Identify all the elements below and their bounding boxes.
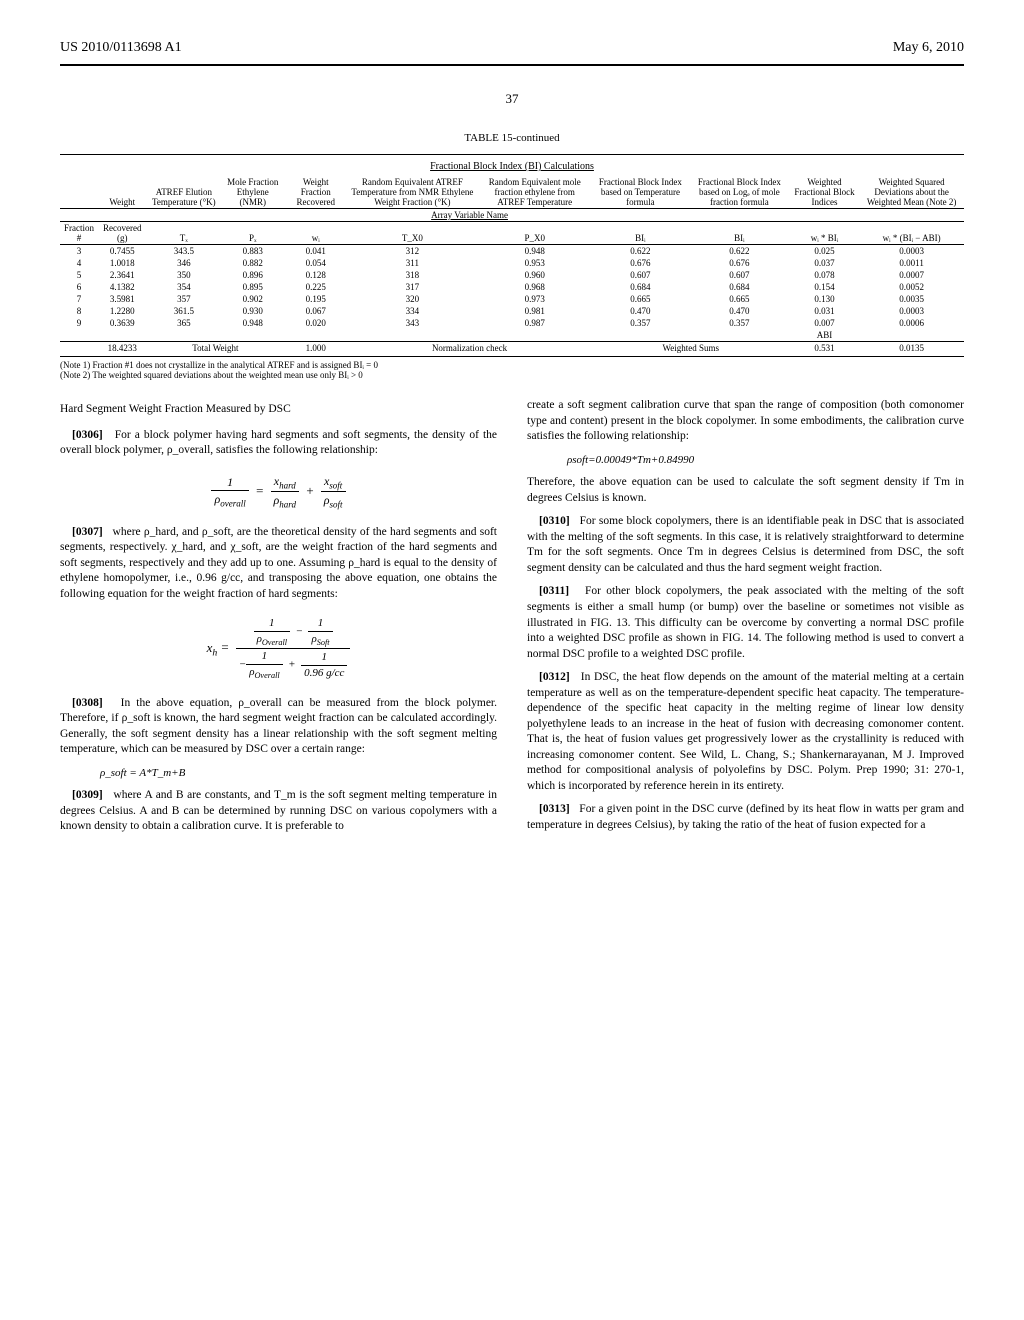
table-footer: 18.4233 Total Weight 1.000 Normalization… <box>60 342 964 355</box>
table-row: 90.36393650.9480.0203430.9870.3570.3570.… <box>60 317 964 329</box>
col-wbi: Weighted Fractional Block Indices <box>790 176 860 209</box>
table-row: 30.7455343.50.8830.0413120.9480.6220.622… <box>60 245 964 258</box>
sh-recovered: Recovered (g) <box>98 222 146 245</box>
table-title: TABLE 15-continued <box>60 132 964 144</box>
table-row: 52.36413500.8960.1283180.9600.6070.6070.… <box>60 269 964 281</box>
equation-2: xh = 1ρOverall − 1ρSoft −1ρOverall + 10.… <box>60 616 497 681</box>
para-0313: [0313] For a given point in the DSC curv… <box>527 802 964 833</box>
array-var-label: Array Variable Name <box>347 209 592 222</box>
table-15: TABLE 15-continued Fractional Block Inde… <box>60 132 964 380</box>
para-0306: [0306] For a block polymer having hard s… <box>60 428 497 459</box>
sh-tx0: T_X0 <box>347 222 477 245</box>
page-number: 37 <box>60 91 964 107</box>
para-0312: [0312] In DSC, the heat flow depends on … <box>527 670 964 794</box>
col-atref: ATREF Elution Temperature (°K) <box>146 176 221 209</box>
page-header: US 2010/0113698 A1 May 6, 2010 <box>60 40 964 56</box>
pub-number: US 2010/0113698 A1 <box>60 40 182 56</box>
para-0311: [0311] For other block copolymers, the p… <box>527 584 964 662</box>
col-wfrac: Weight Fraction Recovered <box>284 176 347 209</box>
equation-3: ρ_soft = A*T_m+B <box>100 766 497 781</box>
sh-wi: wᵢ <box>284 222 347 245</box>
equation-1: 1ρoverall = xhardρhard + xsoftρsoft <box>60 473 497 511</box>
sh-bi2: BIᵢ <box>689 222 790 245</box>
col-rand-t: Random Equivalent ATREF Temperature from… <box>347 176 477 209</box>
section-title: Hard Segment Weight Fraction Measured by… <box>60 402 497 418</box>
right-column: create a soft segment calibration curve … <box>527 398 964 843</box>
col-mole: Mole Fraction Ethylene (NMR) <box>221 176 284 209</box>
para-cont: create a soft segment calibration curve … <box>527 398 964 445</box>
sh-wdev: wᵢ * (BIᵢ − ABI) <box>859 222 964 245</box>
pub-date: May 6, 2010 <box>893 40 964 56</box>
col-rand-p: Random Equivalent mole fraction ethylene… <box>478 176 592 209</box>
table-subtitle: Fractional Block Index (BI) Calculations <box>60 161 964 172</box>
sh-px0: P_X0 <box>478 222 592 245</box>
para-0310: [0310] For some block copolymers, there … <box>527 514 964 576</box>
table-row: 41.00183460.8820.0543110.9530.6760.6760.… <box>60 257 964 269</box>
header-rule <box>60 64 964 66</box>
para-0308: [0308] In the above equation, ρ_overall … <box>60 696 497 758</box>
abi-label: ABI <box>790 329 860 342</box>
data-table: Weight ATREF Elution Temperature (°K) Mo… <box>60 176 964 354</box>
table-row: 64.13823540.8950.2253170.9680.6840.6840.… <box>60 281 964 293</box>
left-column: Hard Segment Weight Fraction Measured by… <box>60 398 497 843</box>
para-0307: [0307] where ρ_hard, and ρ_soft, are the… <box>60 525 497 603</box>
table-row: 73.59813570.9020.1953200.9730.6650.6650.… <box>60 293 964 305</box>
sh-bi1: BIᵢ <box>592 222 689 245</box>
table-row: 81.2280361.50.9300.0673340.9810.4700.470… <box>60 305 964 317</box>
body-columns: Hard Segment Weight Fraction Measured by… <box>60 398 964 843</box>
table-notes: (Note 1) Fraction #1 does not crystalliz… <box>60 360 964 380</box>
para-therefore: Therefore, the above equation can be use… <box>527 475 964 506</box>
sh-wbi: wᵢ * BIᵢ <box>790 222 860 245</box>
equation-4: ρsoft=0.00049*Tm+0.84990 <box>567 453 964 468</box>
note-1: (Note 1) Fraction #1 does not crystalliz… <box>60 360 964 370</box>
para-0309: [0309] where A and B are constants, and … <box>60 788 497 835</box>
sh-px: Pₓ <box>221 222 284 245</box>
sh-fraction: Fraction # <box>60 222 98 245</box>
note-2: (Note 2) The weighted squared deviations… <box>60 370 964 380</box>
sh-tx: Tₓ <box>146 222 221 245</box>
col-bi-t: Fractional Block Index based on Temperat… <box>592 176 689 209</box>
col-bi-log: Fractional Block Index based on Logₑ of … <box>689 176 790 209</box>
col-weight: Weight <box>98 176 146 209</box>
col-wsd: Weighted Squared Deviations about the We… <box>859 176 964 209</box>
